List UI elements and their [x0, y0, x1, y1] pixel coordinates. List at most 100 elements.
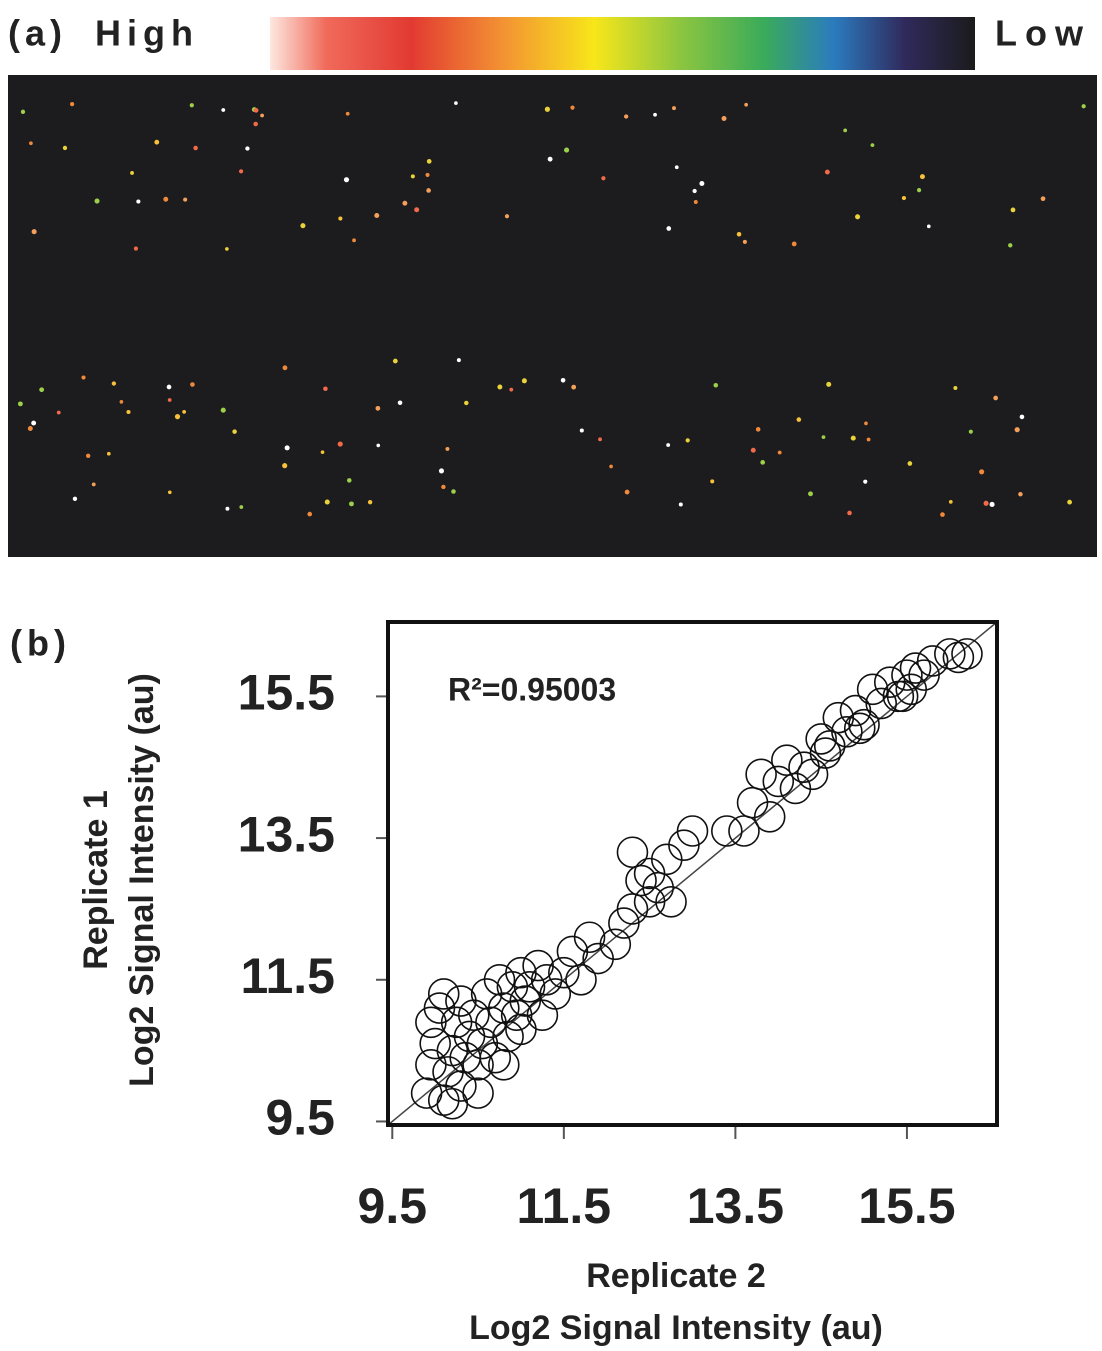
spot: [969, 430, 973, 434]
spot: [451, 489, 456, 494]
spot: [167, 385, 172, 390]
spot: [902, 196, 906, 200]
spot: [307, 512, 312, 517]
spot: [927, 224, 931, 228]
point: [952, 639, 982, 669]
spot: [666, 443, 670, 447]
spot: [254, 108, 259, 113]
spot: [693, 189, 697, 193]
spot: [120, 400, 124, 404]
y-axis-label: Log2 Signal Intensity (au): [123, 673, 161, 1087]
spot: [751, 448, 756, 453]
spot: [672, 106, 676, 110]
x-tick-label: 9.5: [358, 1178, 428, 1234]
spot: [609, 465, 613, 469]
x-axis-label: Log2 Signal Intensity (au): [469, 1309, 883, 1347]
spot: [154, 140, 159, 145]
spot: [338, 216, 342, 220]
spot: [686, 438, 690, 442]
spot: [225, 507, 229, 511]
spot: [760, 460, 765, 465]
spot: [666, 226, 671, 231]
spot: [21, 110, 25, 114]
spot: [847, 511, 852, 516]
spot: [126, 410, 130, 414]
spot: [792, 241, 797, 246]
spot: [867, 438, 871, 442]
spot: [321, 450, 325, 454]
spot: [402, 201, 407, 206]
spot: [376, 444, 380, 448]
spot: [163, 197, 168, 202]
spot: [300, 223, 305, 228]
spot: [352, 238, 356, 242]
spot: [92, 483, 96, 487]
spot: [979, 469, 984, 474]
spot: [756, 427, 761, 432]
spot: [851, 436, 856, 441]
spot: [545, 107, 550, 112]
spot: [990, 502, 995, 507]
spot: [710, 479, 714, 483]
point: [549, 958, 579, 988]
spot: [993, 396, 998, 401]
spot: [920, 174, 925, 179]
spot: [347, 478, 352, 483]
spot: [18, 401, 23, 406]
x-tick-label: 13.5: [687, 1178, 784, 1234]
spot: [1015, 427, 1020, 432]
spot: [441, 485, 445, 489]
spot: [183, 198, 187, 202]
spot: [1082, 104, 1086, 108]
spot: [393, 359, 398, 364]
spot: [425, 173, 429, 177]
spot: [548, 157, 553, 162]
spot: [112, 381, 116, 385]
spot: [505, 214, 509, 218]
spot: [283, 365, 288, 370]
spot: [374, 213, 379, 218]
spot: [175, 414, 180, 419]
point: [789, 752, 819, 782]
point: [901, 653, 931, 683]
panel-label: (a): [8, 13, 67, 54]
spot: [445, 447, 449, 451]
spot: [1011, 208, 1016, 213]
figure: (a) High Low (b) 9.511.513.515.59.511.51…: [0, 0, 1102, 1351]
spot: [797, 417, 802, 422]
spot: [826, 382, 831, 387]
microarray-image: [8, 75, 1097, 557]
spot: [863, 480, 867, 484]
spot: [679, 502, 683, 506]
spot: [323, 386, 328, 391]
spot: [134, 247, 138, 251]
spot: [509, 388, 513, 392]
spot: [940, 512, 945, 517]
spot: [136, 199, 140, 203]
spot: [808, 491, 813, 496]
spot: [825, 170, 830, 175]
spot: [221, 408, 226, 413]
spot: [864, 422, 868, 426]
spot: [675, 165, 679, 169]
spot: [722, 116, 727, 121]
low-label: Low: [995, 13, 1091, 54]
spot: [699, 181, 704, 186]
spot: [1020, 415, 1025, 420]
spot: [368, 500, 372, 504]
spot: [949, 500, 953, 504]
spot: [713, 383, 718, 388]
spot: [564, 148, 569, 153]
point: [566, 965, 596, 995]
spot: [743, 240, 747, 244]
panel-label: (b): [10, 623, 71, 664]
spot: [86, 454, 90, 458]
spot: [239, 169, 243, 173]
spot: [653, 113, 657, 117]
spot: [63, 146, 67, 150]
spot: [414, 207, 419, 212]
spot: [917, 188, 921, 192]
spot: [28, 426, 33, 431]
spot: [81, 375, 85, 379]
